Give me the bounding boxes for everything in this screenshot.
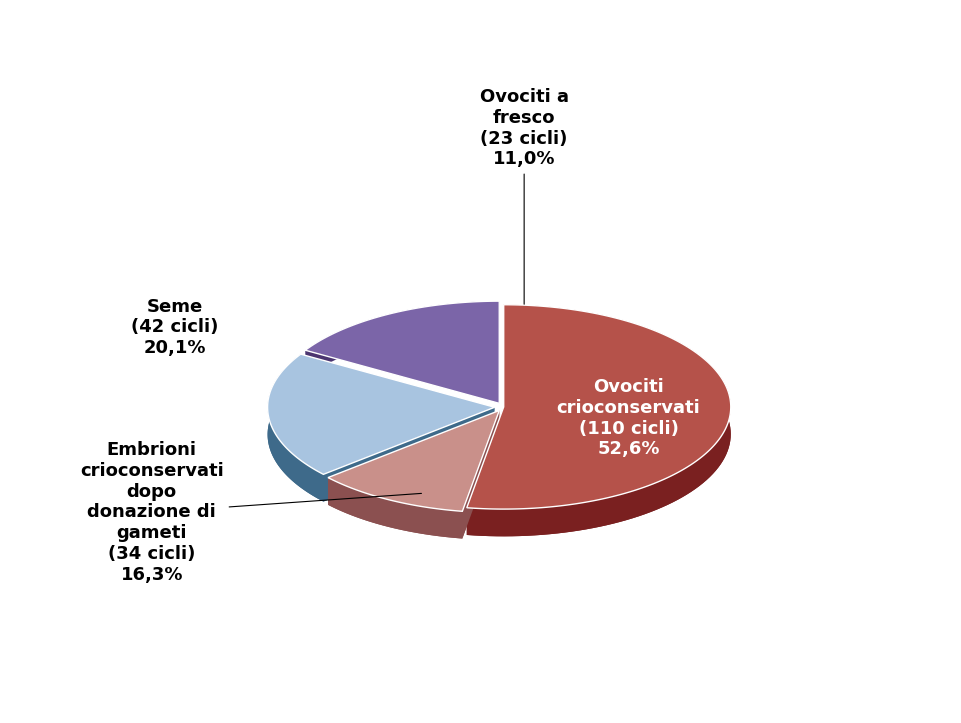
Polygon shape	[466, 407, 504, 535]
Text: Ovociti a
fresco
(23 cicli)
11,0%: Ovociti a fresco (23 cicli) 11,0%	[480, 88, 568, 304]
Polygon shape	[466, 304, 730, 509]
Polygon shape	[328, 437, 499, 539]
Polygon shape	[466, 332, 730, 536]
Polygon shape	[328, 411, 499, 505]
Polygon shape	[328, 478, 462, 539]
Polygon shape	[462, 411, 499, 539]
Text: Ovociti
crioconservati
(110 cicli)
52,6%: Ovociti crioconservati (110 cicli) 52,6%	[556, 378, 700, 458]
Text: Embrioni
crioconservati
dopo
donazione di
gameti
(34 cicli)
16,3%: Embrioni crioconservati dopo donazione d…	[80, 441, 421, 583]
Text: Seme
(42 cicli)
20,1%: Seme (42 cicli) 20,1%	[131, 298, 218, 357]
Polygon shape	[305, 301, 499, 403]
Polygon shape	[466, 304, 730, 536]
Polygon shape	[267, 354, 323, 502]
Polygon shape	[328, 411, 499, 511]
Polygon shape	[305, 301, 499, 377]
Polygon shape	[267, 382, 494, 502]
Polygon shape	[267, 354, 494, 474]
Polygon shape	[323, 407, 494, 502]
